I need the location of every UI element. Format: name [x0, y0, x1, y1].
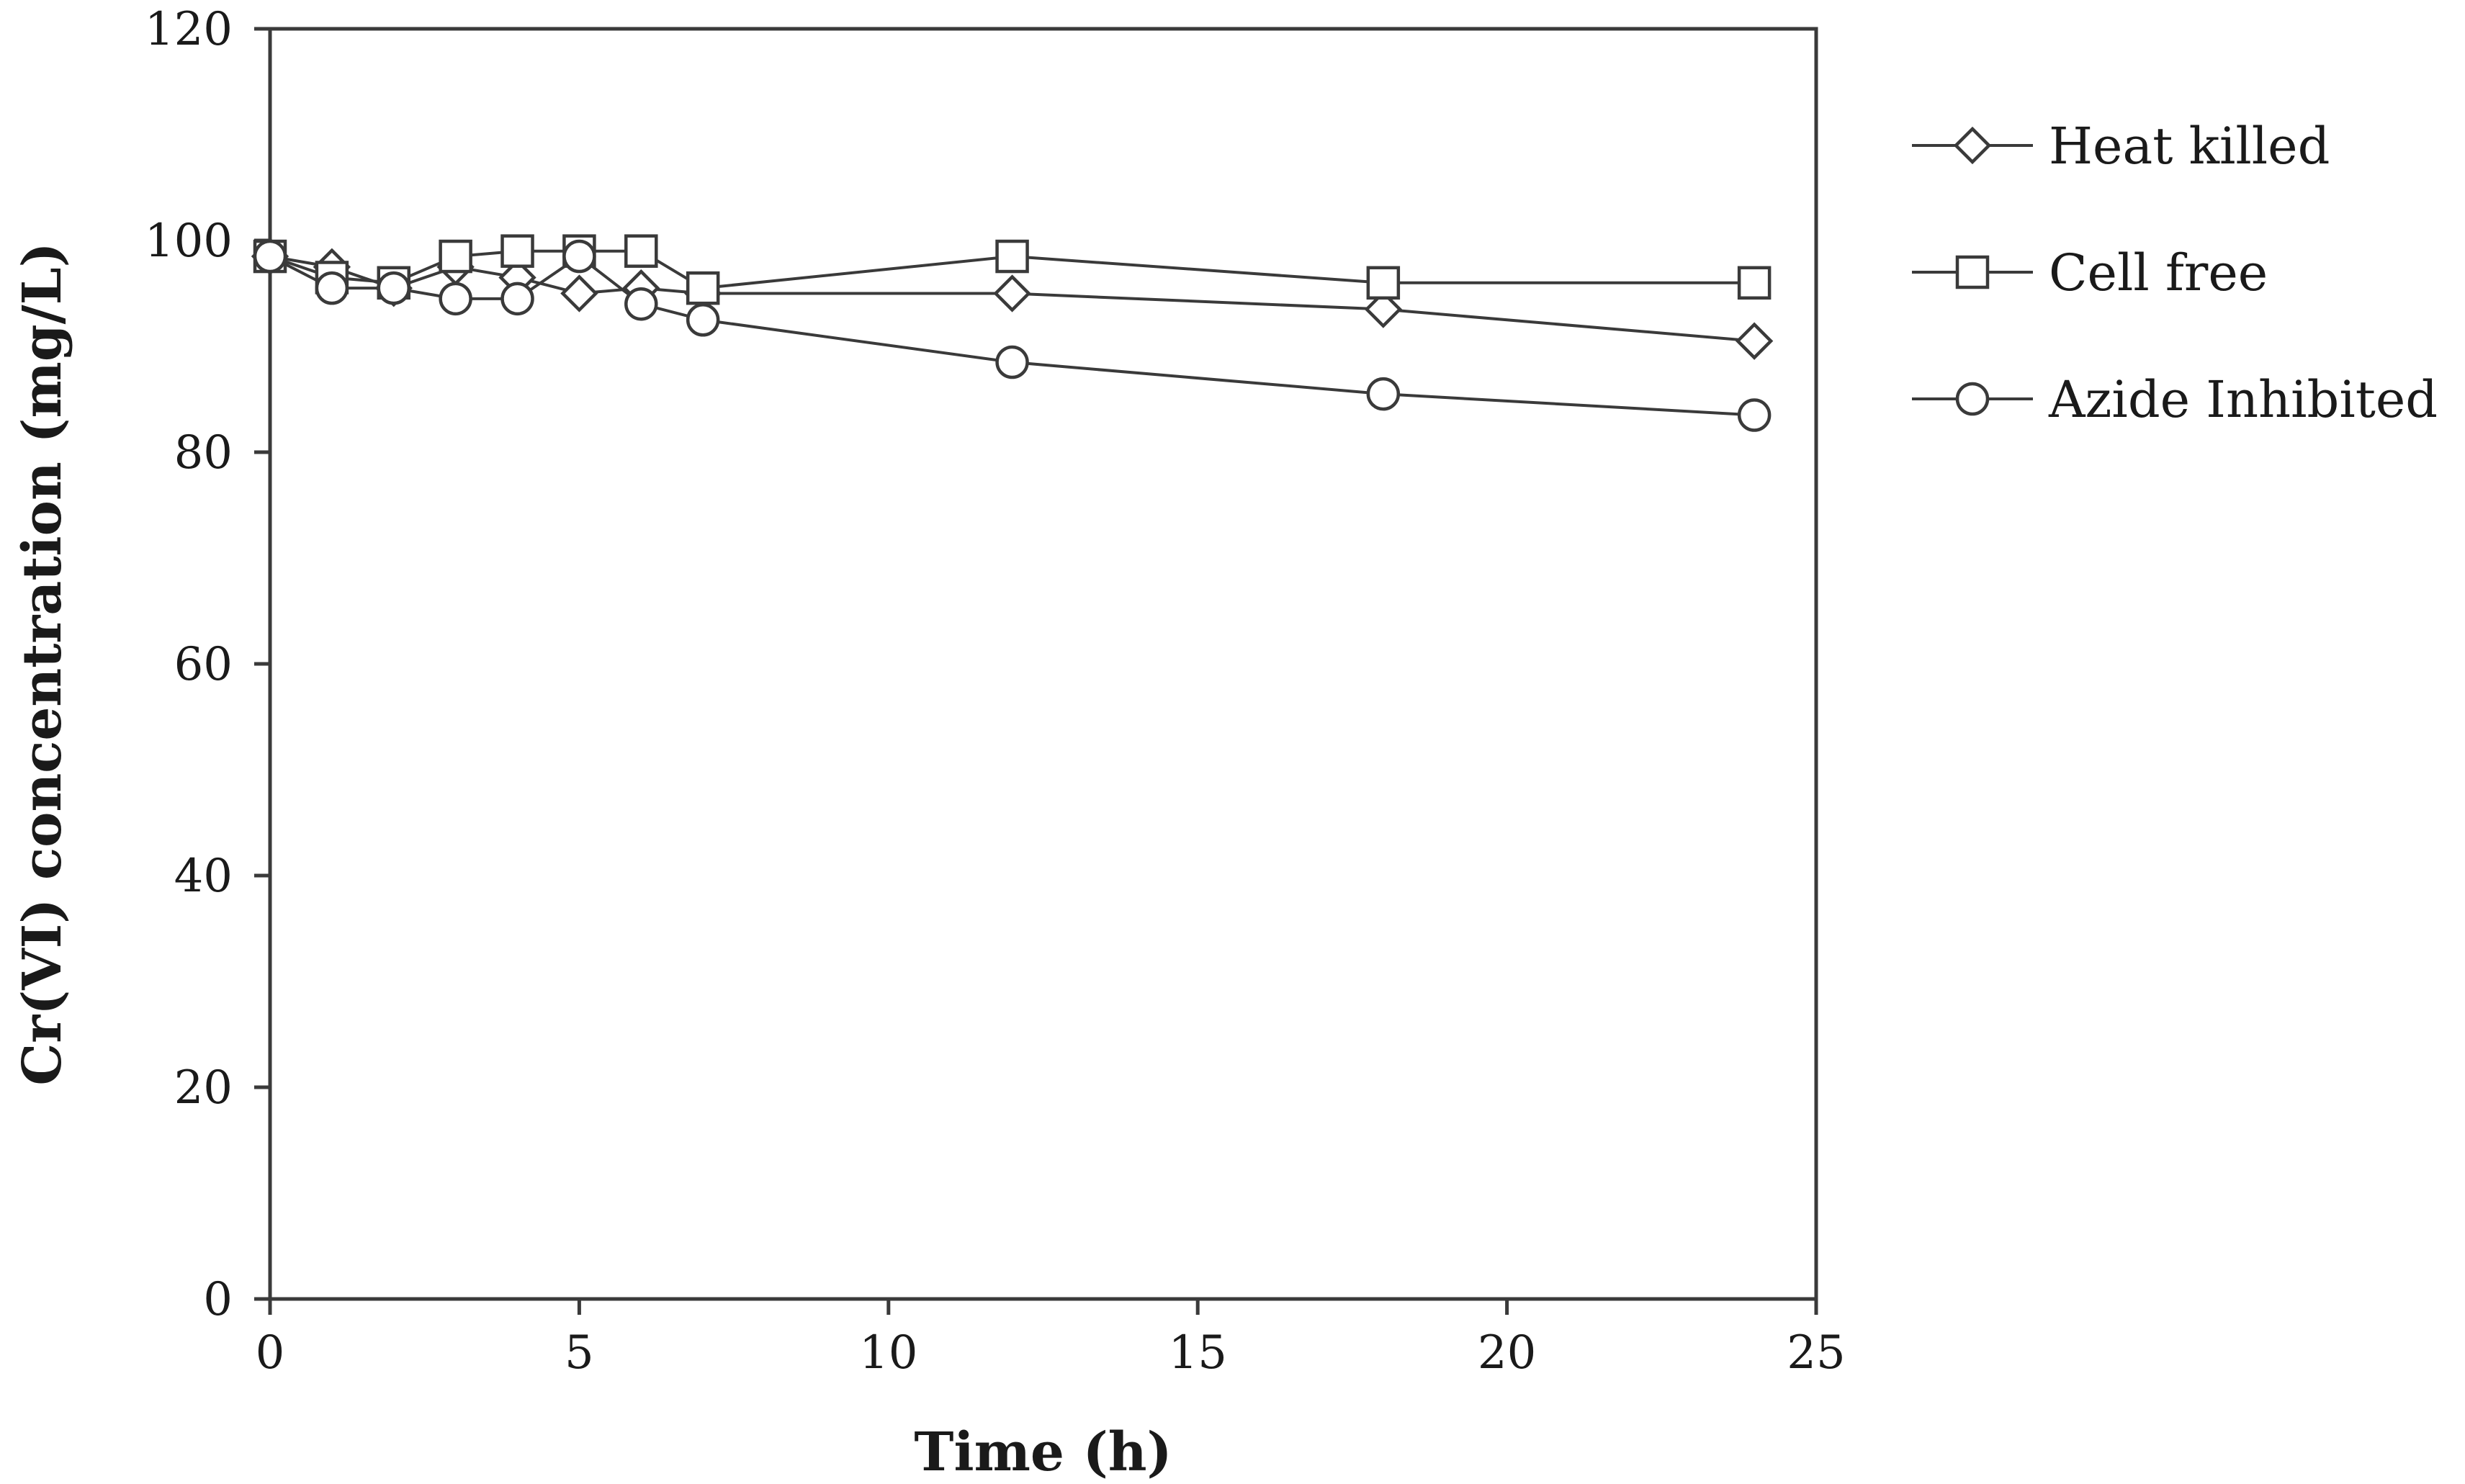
data-point-circle	[439, 282, 472, 316]
data-point-square	[624, 234, 658, 268]
y-tick-label: 20	[174, 1061, 233, 1115]
y-tick-label: 100	[145, 215, 233, 268]
x-tick-label: 5	[565, 1326, 594, 1380]
legend-item: Cell free	[1912, 243, 2268, 302]
data-point-circle	[995, 345, 1029, 379]
legend-item: Heat killed	[1912, 117, 2330, 176]
data-point-circle	[1955, 382, 1990, 416]
axes: 0 20 40 60 80 100 120 0 5 10 15 20 25	[145, 3, 1846, 1380]
data-point-circle	[377, 271, 411, 305]
data-point-circle	[686, 303, 720, 337]
data-point-circle	[562, 239, 596, 274]
x-tick-label: 10	[859, 1326, 917, 1380]
data-point-diamond	[560, 274, 598, 312]
data-point-circle	[624, 287, 658, 321]
x-tick-label: 25	[1787, 1326, 1845, 1380]
data-point-square	[1955, 255, 1990, 289]
data-point-circle	[500, 282, 534, 316]
y-tick-label: 80	[174, 426, 233, 480]
x-tick-label: 15	[1168, 1326, 1226, 1380]
data-point-diamond	[1364, 290, 1403, 328]
y-tick-label: 60	[174, 638, 233, 691]
data-point-diamond	[1953, 126, 1992, 165]
x-axis-title: Time (h)	[914, 1421, 1172, 1483]
legend: Heat killed Cell free Azide Inhibited	[1912, 117, 2438, 429]
legend-label: Cell free	[2049, 243, 2268, 302]
series-group	[251, 234, 1774, 432]
data-point-square	[1366, 266, 1401, 300]
data-point-circle	[253, 239, 287, 274]
data-point-diamond	[1735, 322, 1774, 360]
x-tick-label: 0	[256, 1326, 285, 1380]
data-point-diamond	[993, 274, 1031, 312]
data-point-square	[995, 239, 1029, 274]
legend-item: Azide Inhibited	[1912, 370, 2438, 429]
legend-label: Azide Inhibited	[2048, 370, 2438, 429]
plot-frame	[268, 27, 1818, 1301]
x-tick-label: 20	[1478, 1326, 1536, 1380]
y-tick-label: 40	[174, 850, 233, 903]
data-point-square	[1737, 266, 1772, 300]
data-point-circle	[1366, 377, 1401, 411]
data-point-square	[439, 239, 472, 274]
series-azide-inhibited	[253, 239, 1772, 432]
legend-label: Heat killed	[2049, 117, 2330, 176]
data-point-square	[686, 271, 720, 305]
data-point-square	[500, 234, 534, 268]
y-axis-title: Cr(VI) concentration (mg/L)	[12, 242, 73, 1085]
y-tick-label: 0	[203, 1273, 233, 1326]
y-tick-label: 120	[145, 3, 233, 56]
plot-area	[268, 27, 1818, 1301]
data-point-circle	[1737, 398, 1772, 432]
data-point-circle	[315, 271, 349, 305]
